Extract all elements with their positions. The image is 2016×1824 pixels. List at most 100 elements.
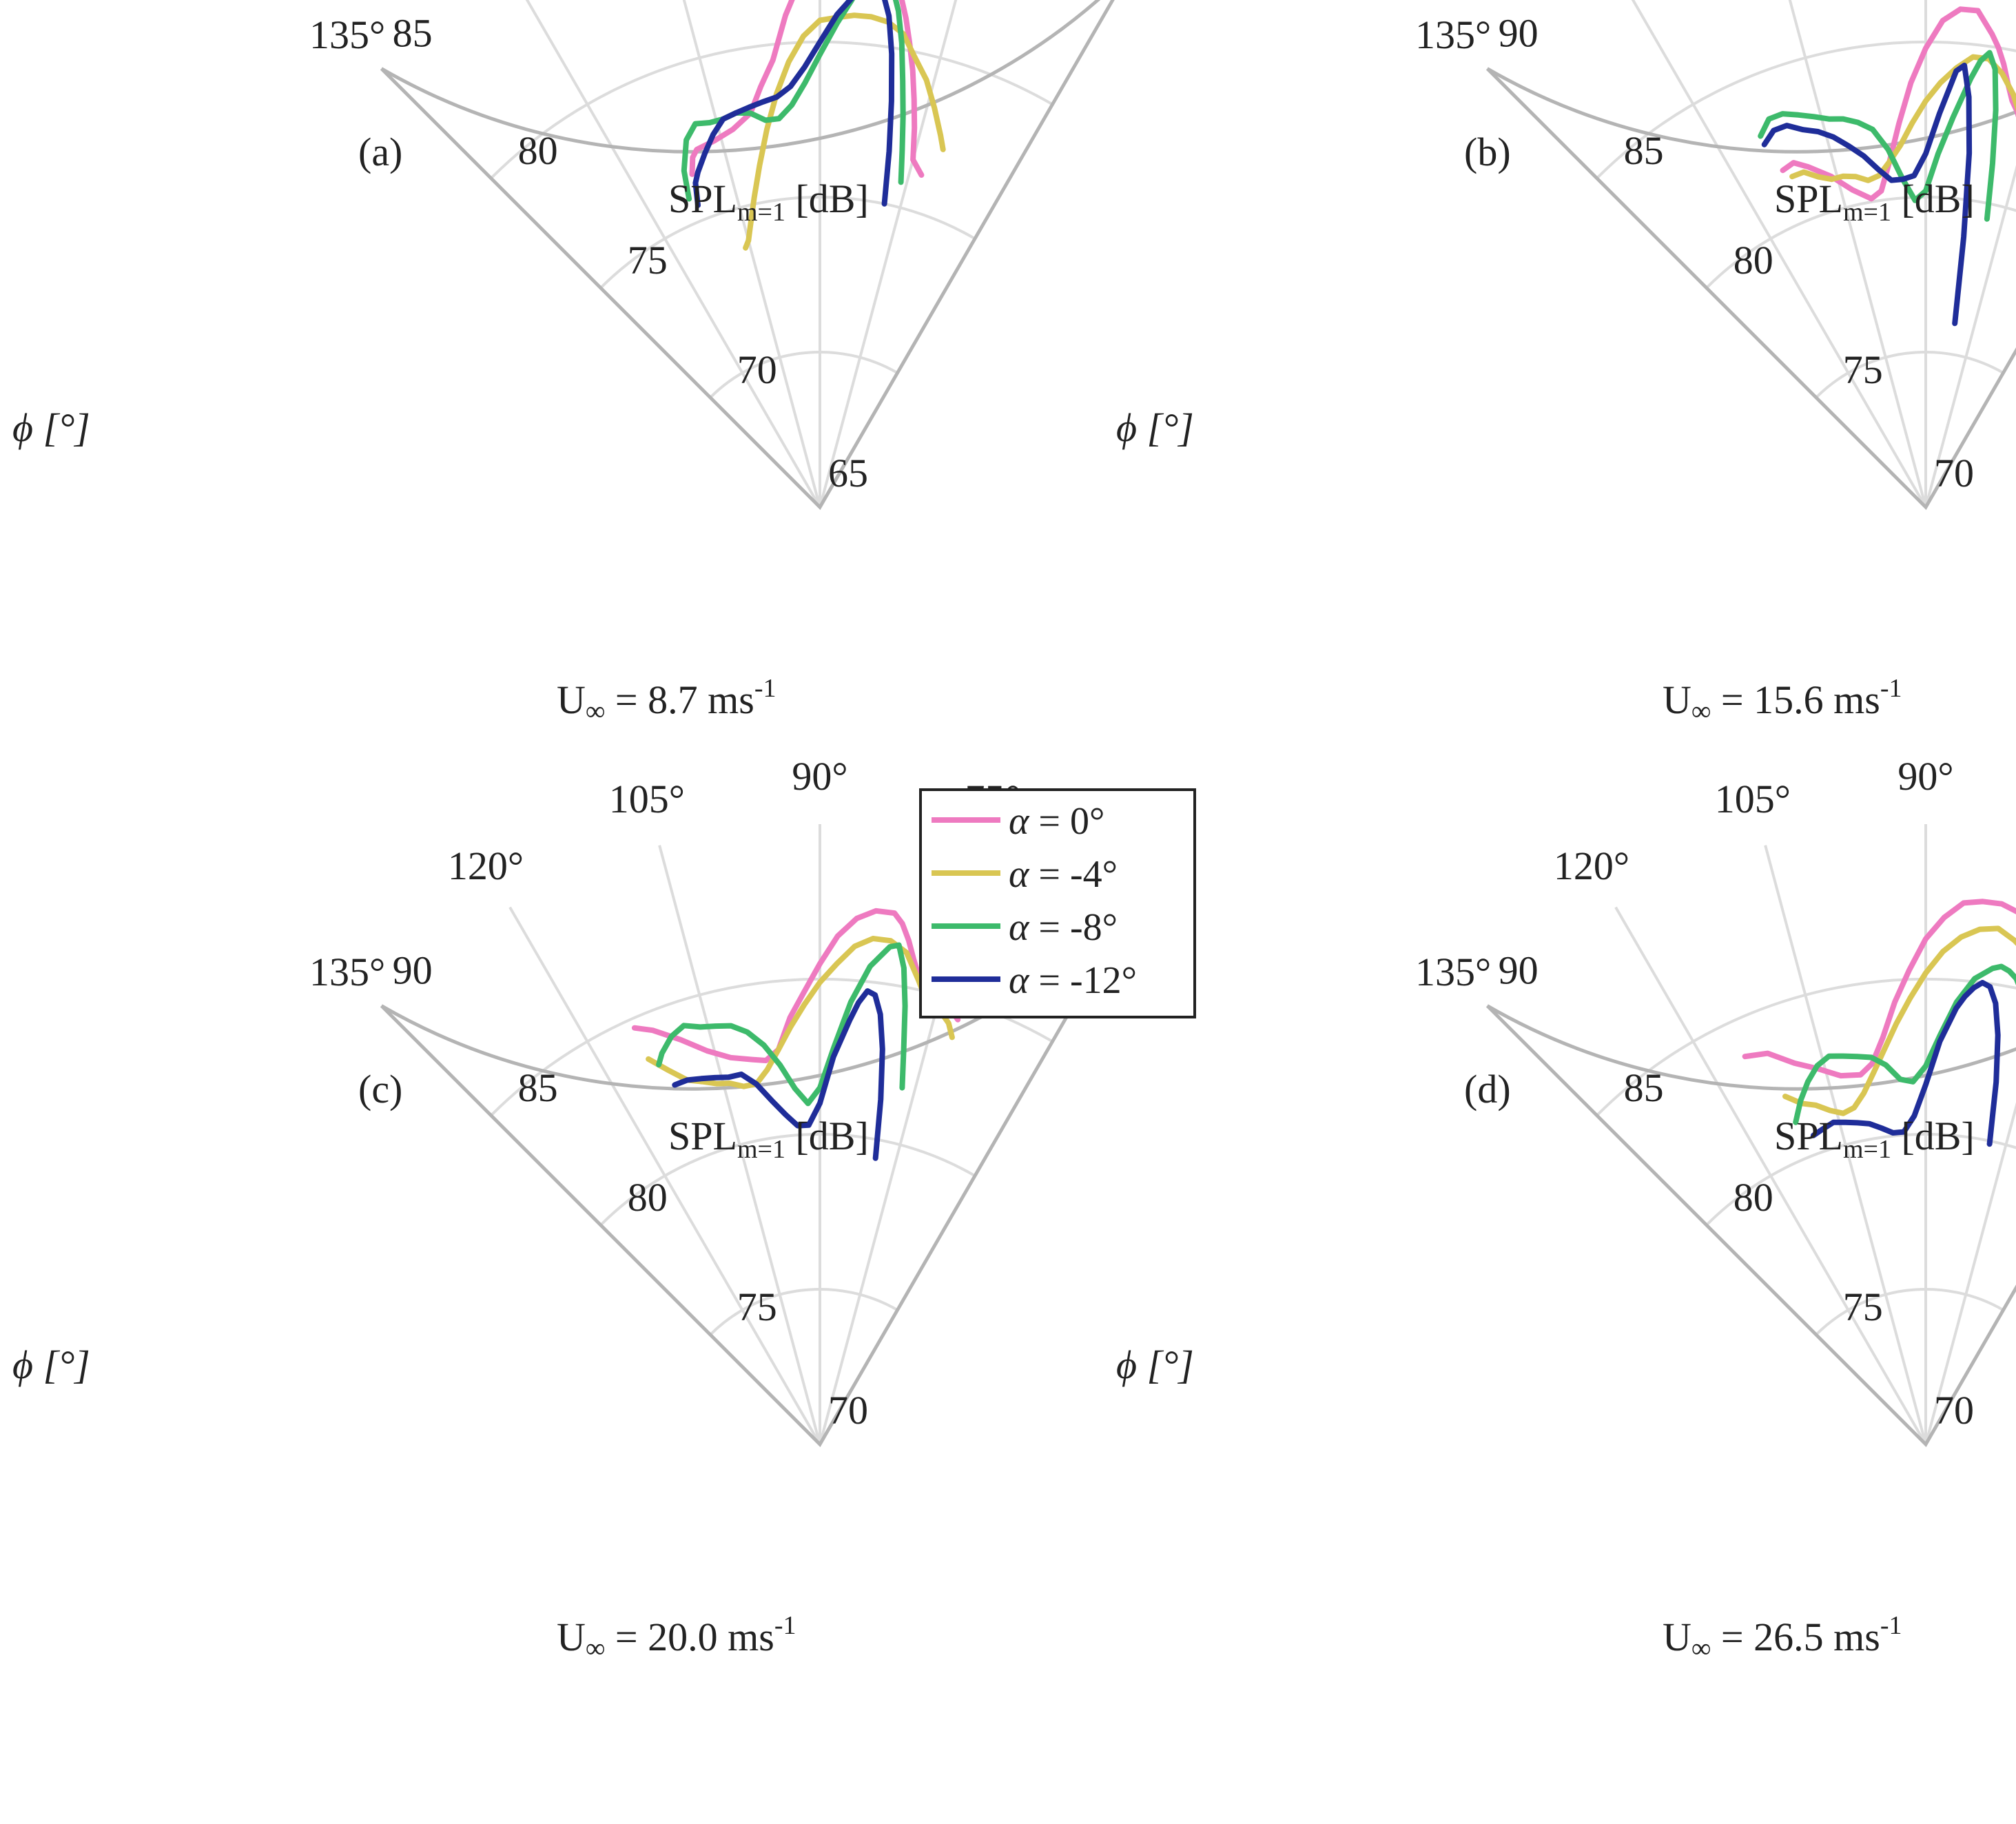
panel-a-radial-label: SPLm=1 [dB] <box>668 176 869 227</box>
series-line-2 <box>1758 50 1999 222</box>
series-line-0 <box>689 0 925 178</box>
series-line-1 <box>1789 54 2016 183</box>
radial-tick-label: 80 <box>1734 238 1773 283</box>
series-line-1 <box>743 12 946 251</box>
grid-arc <box>1705 196 2016 289</box>
grid-arc <box>1596 978 2016 1117</box>
grid-spoke <box>1924 1102 2016 1445</box>
series-line-0 <box>1742 899 2016 1079</box>
radial-tick-label: 75 <box>1843 1284 1883 1329</box>
panel-d-axis-label: ϕ [°] <box>1116 1342 1194 1387</box>
grid-arc <box>1815 1288 2004 1336</box>
panel-d-radial-label: SPLm=1 [dB] <box>1774 1114 1975 1164</box>
panel-b-frame <box>1485 67 2016 511</box>
grid-spoke <box>1631 0 1927 509</box>
panel-b-label: (b) <box>1464 130 1511 174</box>
panel-b-velocity-annotation: U∞ = 15.6 ms-1 <box>1663 674 1902 726</box>
legend-entry-alpha-minus-4: α = -4° <box>932 853 1118 896</box>
grid-spoke <box>682 0 821 508</box>
panel-b-series <box>1758 6 2016 327</box>
panel-d-series <box>1742 899 2016 1147</box>
grid-spoke <box>1614 906 1927 1446</box>
legend-label: α = 0° <box>1009 800 1104 843</box>
radial-tick-label: 90 <box>1499 948 1539 993</box>
panel-a-series <box>681 0 946 251</box>
angle-tick-label: 120° <box>448 843 524 888</box>
radial-tick-label: 90 <box>393 948 433 993</box>
radial-tick-label: 65 <box>828 451 868 495</box>
series-line-2 <box>1793 963 2016 1125</box>
panel-a-frame <box>380 0 1115 511</box>
panel-d-grid <box>1596 824 2016 1446</box>
grid-spoke <box>508 906 821 1446</box>
radial-tick-label: 70 <box>1934 451 1974 495</box>
angle-tick-label: 135° <box>1415 950 1491 994</box>
grid-arc <box>709 351 898 399</box>
angle-tick-label: 105° <box>1715 777 1791 821</box>
series-line-3 <box>672 988 885 1161</box>
radial-tick-label: 85 <box>393 11 433 56</box>
radial-tick-label: 80 <box>518 128 558 173</box>
grid-arc <box>599 1133 976 1227</box>
legend-entry-alpha-minus-12: α = -12° <box>932 959 1137 1002</box>
polar-frame <box>1485 67 2016 511</box>
angle-tick-label: 135° <box>309 950 385 994</box>
angle-tick-label: 120° <box>1554 843 1629 888</box>
grid-spoke <box>1924 165 2016 508</box>
panel-c-velocity-annotation: U∞ = 20.0 ms-1 <box>557 1611 796 1663</box>
legend-entry-alpha-0: α = 0° <box>932 800 1104 843</box>
radial-tick-label: 75 <box>737 1284 777 1329</box>
legend-label: α = -4° <box>1009 853 1118 896</box>
panel-c-radial-label: SPLm=1 [dB] <box>668 1114 869 1164</box>
panel-d-label: (d) <box>1464 1067 1511 1111</box>
panel-b-grid <box>1596 0 2016 509</box>
panel-b-radial-label: SPLm=1 [dB] <box>1774 176 1975 227</box>
legend-entry-alpha-minus-8: α = -8° <box>932 906 1118 949</box>
series-line-2 <box>681 0 906 202</box>
grid-arc <box>490 41 1053 180</box>
radial-tick-label: 85 <box>1624 128 1664 173</box>
grid-spoke <box>819 0 958 508</box>
radial-tick-label: 80 <box>1734 1175 1773 1220</box>
angle-tick-label: 135° <box>1415 12 1491 57</box>
panel-d-frame <box>1485 1004 2016 1448</box>
radial-tick-label: 75 <box>1843 347 1883 392</box>
polar-frame <box>380 0 1115 511</box>
legend-label: α = -12° <box>1009 959 1137 1002</box>
panel-c-axis-label: ϕ [°] <box>12 1342 90 1387</box>
radial-tick-label: 75 <box>628 238 668 283</box>
angle-tick-label: 135° <box>309 12 385 57</box>
panel-a-axis-label: ϕ [°] <box>12 405 90 450</box>
series-line-3 <box>1761 62 1973 327</box>
series-line-2 <box>656 942 908 1107</box>
radial-tick-label: 70 <box>737 347 777 392</box>
grid-arc <box>1596 41 2016 180</box>
panel-b-axis-label: ϕ [°] <box>1116 405 1194 450</box>
grid-arc <box>709 1288 898 1336</box>
radial-tick-label: 80 <box>628 1175 668 1220</box>
panel-a-velocity-annotation: U∞ = 8.7 ms-1 <box>557 674 776 726</box>
angle-tick-label: 105° <box>609 777 685 821</box>
radial-tick-label: 70 <box>1934 1388 1974 1433</box>
angle-tick-label: 90° <box>1897 754 1953 799</box>
series-line-3 <box>1810 980 2001 1147</box>
grid-spoke <box>525 0 821 509</box>
series-line-3 <box>692 0 895 208</box>
grid-arc <box>1705 1133 2016 1227</box>
grid-spoke <box>1788 0 1927 508</box>
panel-d-velocity-annotation: U∞ = 26.5 ms-1 <box>1663 1611 1902 1663</box>
grid-spoke <box>658 845 821 1445</box>
panel-c-label: (c) <box>358 1067 402 1111</box>
radial-tick-label: 70 <box>828 1388 868 1433</box>
radial-tick-label: 85 <box>1624 1065 1664 1110</box>
legend-label: α = -8° <box>1009 906 1118 949</box>
panel-a-grid <box>490 0 1053 509</box>
